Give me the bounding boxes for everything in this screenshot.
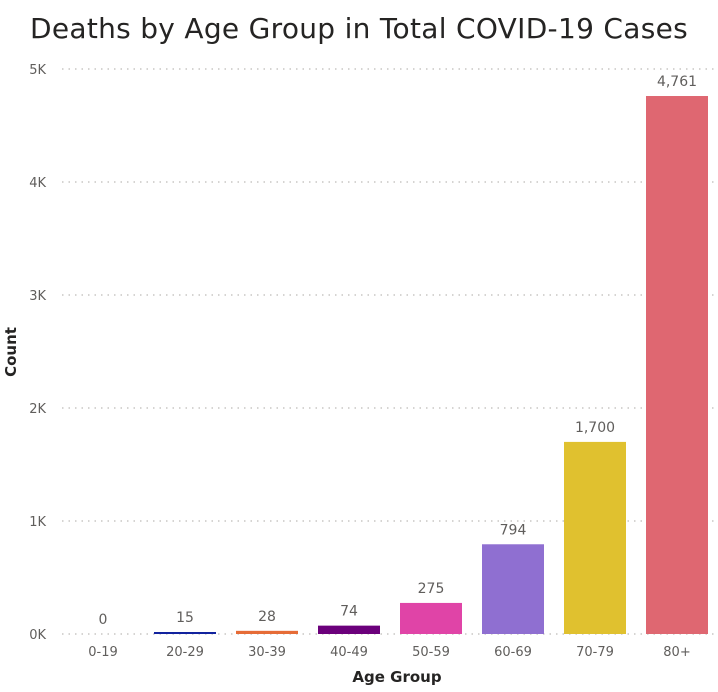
bar-60-69[interactable] — [482, 544, 544, 634]
y-tick-label: 3K — [29, 289, 46, 304]
y-axis-ticks: 0K 1K 2K 3K 4K 5K — [29, 63, 46, 643]
data-labels: 0 15 28 74 275 794 1,700 4,761 — [99, 74, 698, 628]
data-label: 794 — [500, 522, 527, 538]
x-tick-label: 0-19 — [88, 645, 118, 660]
x-axis-ticks: 0-19 20-29 30-39 40-49 50-59 60-69 70-79 80+ — [88, 645, 690, 660]
x-tick-label: 30-39 — [248, 645, 286, 660]
x-tick-label: 50-59 — [412, 645, 450, 660]
x-tick-label: 70-79 — [576, 645, 614, 660]
y-tick-label: 4K — [29, 176, 46, 191]
data-label: 1,700 — [575, 420, 615, 436]
gridlines — [62, 68, 714, 635]
bar-80+[interactable] — [646, 96, 708, 634]
data-label: 4,761 — [657, 74, 697, 90]
data-label: 0 — [99, 612, 108, 628]
bar-30-39[interactable] — [236, 630, 298, 634]
y-tick-label: 2K — [29, 402, 46, 417]
y-tick-label: 5K — [29, 63, 46, 78]
bar-50-59[interactable] — [400, 602, 462, 634]
data-label: 74 — [340, 604, 358, 620]
data-label: 275 — [418, 581, 445, 597]
bar-40-49[interactable] — [318, 625, 380, 634]
x-tick-label: 80+ — [663, 645, 690, 660]
chart-title: Deaths by Age Group in Total COVID-19 Ca… — [29, 12, 689, 45]
x-tick-label: 20-29 — [166, 645, 204, 660]
y-tick-label: 1K — [29, 515, 46, 530]
bar-70-79[interactable] — [564, 441, 626, 634]
data-label: 15 — [176, 610, 194, 626]
x-tick-label: 60-69 — [494, 645, 532, 660]
y-tick-label: 0K — [29, 628, 46, 643]
x-tick-label: 40-49 — [330, 645, 368, 660]
data-label: 28 — [258, 609, 276, 625]
x-axis-title: Age Group — [352, 668, 441, 686]
bars — [154, 96, 708, 634]
y-axis-title: Count — [2, 327, 20, 377]
bar-20-29[interactable] — [154, 632, 216, 634]
